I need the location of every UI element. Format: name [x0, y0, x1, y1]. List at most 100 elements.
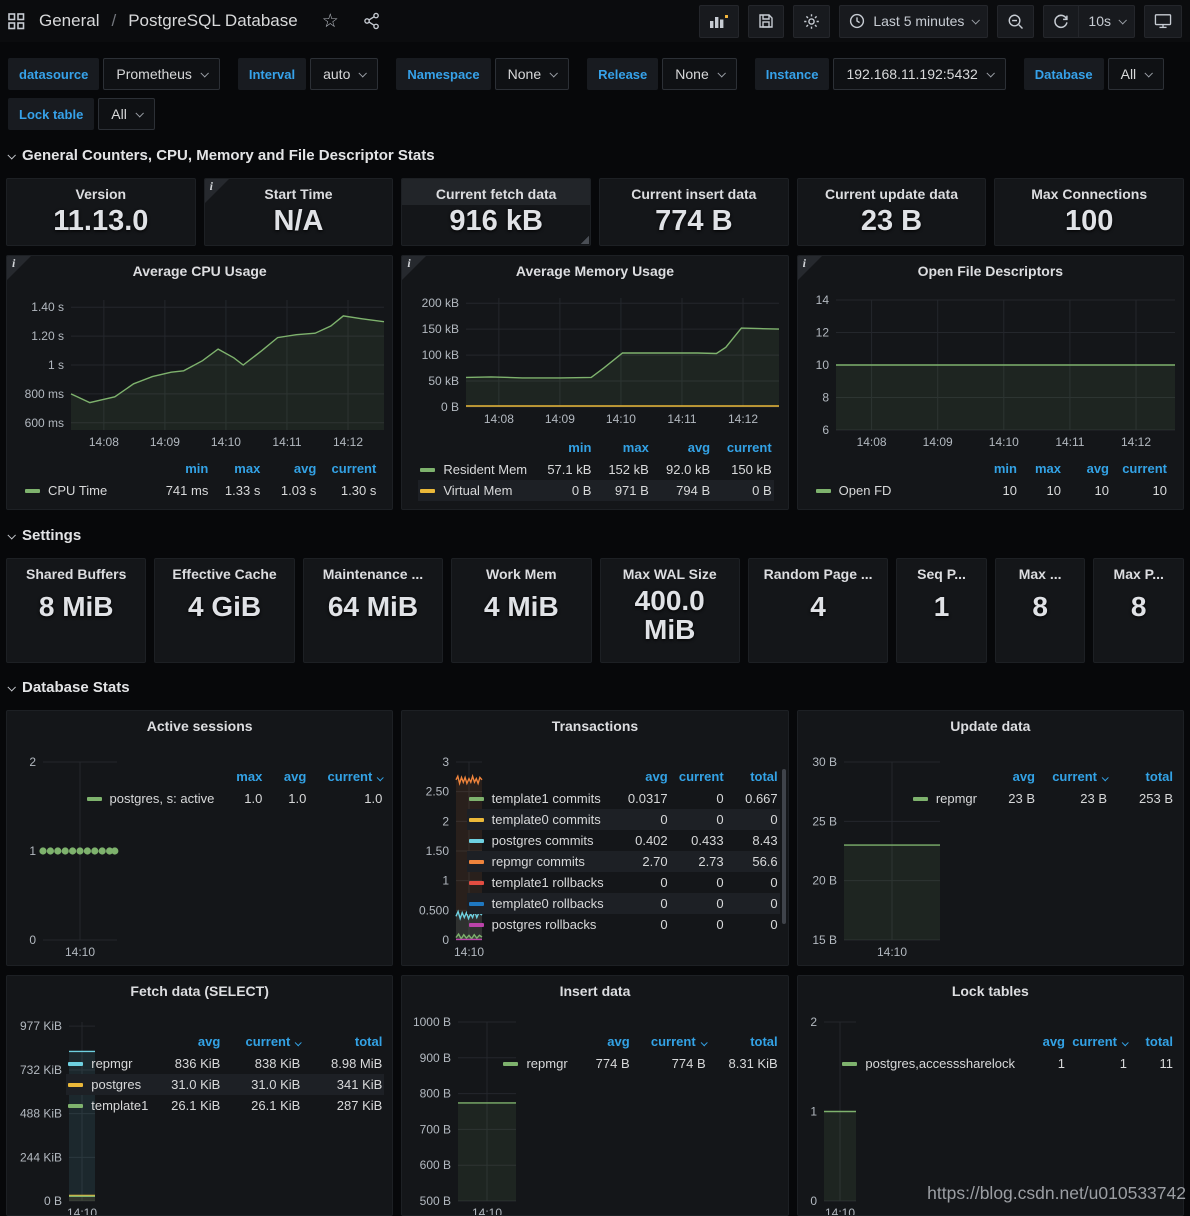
legend-sort-total[interactable]: total [1145, 1034, 1173, 1049]
series-color-swatch[interactable] [912, 797, 928, 801]
series-color-swatch[interactable] [468, 923, 484, 927]
lock-tables-chart[interactable]: 0 1 2 14:10 [806, 1006, 862, 1216]
open-fd-chart[interactable]: 6 8 10 12 14 14:08 14:09 14:10 14:11 14:12 [806, 286, 1181, 456]
legend-row[interactable]: template0 rollbacks 0 0 0 [466, 893, 780, 914]
series-color-swatch[interactable] [420, 489, 436, 493]
section-settings[interactable]: Settings [7, 527, 81, 544]
series-color-swatch[interactable] [468, 860, 484, 864]
series-name[interactable]: repmgr [526, 1056, 568, 1071]
series-color-swatch[interactable] [25, 489, 40, 493]
breadcrumb-folder[interactable]: General [39, 11, 100, 30]
time-range-picker[interactable]: Last 5 minutes [839, 4, 989, 38]
legend-sort-avg[interactable]: avg [687, 440, 711, 455]
legend-sort-current[interactable]: current [1037, 767, 1109, 788]
legend-row[interactable]: postgres rollbacks 0 0 0 [467, 914, 780, 935]
section-database-stats[interactable]: Database Stats [7, 679, 130, 696]
panel-title[interactable]: Current update data [824, 186, 958, 202]
panel-title[interactable]: Current insert data [631, 186, 757, 202]
legend-sort-avg[interactable]: avg [645, 769, 668, 784]
add-panel-button[interactable] [699, 4, 740, 38]
legend-row[interactable]: repmgr 836 KiB 838 KiB 8.98 MiB [66, 1053, 384, 1074]
series-name[interactable]: template0 commits [491, 812, 601, 827]
legend-sort-max[interactable]: max [1034, 461, 1061, 476]
panel-title[interactable]: Seq P... [917, 566, 966, 582]
legend-sort-current[interactable]: current [632, 1032, 708, 1053]
series-name[interactable]: repmgr [935, 791, 977, 806]
panel-title[interactable]: Average Memory Usage [515, 263, 675, 279]
variable-value-database[interactable]: All [1107, 58, 1165, 90]
series-color-swatch[interactable] [503, 1062, 519, 1066]
legend-sort-min[interactable]: min [568, 440, 592, 455]
legend-sort-min[interactable]: min [185, 461, 209, 476]
legend-sort-current[interactable]: current [331, 461, 377, 476]
breadcrumb-dashboard-title[interactable]: PostgreSQL Database [128, 11, 298, 30]
series-name[interactable]: postgres rollbacks [491, 917, 597, 932]
resize-handle[interactable] [580, 235, 589, 244]
share-icon[interactable] [363, 12, 381, 30]
panel-title[interactable]: Maintenance ... [322, 566, 424, 582]
series-name[interactable]: postgres, s: active [109, 791, 215, 806]
legend-sort-current[interactable]: current [1067, 1032, 1129, 1053]
variable-value-namespace[interactable]: None [494, 58, 570, 90]
active-sessions-chart[interactable]: 0 1 2 14:10 [15, 741, 127, 966]
panel-title[interactable]: Max WAL Size [622, 566, 717, 582]
legend-row[interactable]: postgres, s: active 1.0 1.0 1.0 [85, 788, 385, 809]
series-color-swatch[interactable] [68, 1083, 84, 1087]
legend-scrollbar[interactable] [781, 769, 786, 924]
info-icon[interactable] [797, 256, 822, 280]
legend-sort-current[interactable]: current [678, 769, 724, 784]
legend-sort-avg[interactable]: avg [1012, 769, 1035, 784]
series-name[interactable]: repmgr [91, 1056, 133, 1071]
variable-value-interval[interactable]: auto [310, 58, 379, 90]
legend-row[interactable]: postgres commits 0.402 0.433 8.43 [467, 830, 780, 851]
panel-title[interactable]: Active sessions [146, 718, 253, 734]
variable-value-lock-table[interactable]: All [98, 98, 155, 130]
series-name[interactable]: Virtual Mem [443, 483, 513, 498]
legend-sort-max[interactable]: max [234, 461, 261, 476]
memory-usage-chart[interactable]: 0 B 50 kB 100 kB 150 kB 200 kB 14:08 14:09 14:1… [410, 286, 785, 433]
info-icon[interactable] [402, 256, 427, 280]
series-name[interactable]: Open FD [838, 483, 892, 498]
update-data-chart[interactable]: 15 B 20 B 25 B 30 B 14:10 [806, 741, 946, 966]
info-icon[interactable] [7, 256, 31, 280]
panel-title[interactable]: Fetch data (SELECT) [130, 983, 269, 999]
legend-sort-current[interactable]: current [726, 440, 772, 455]
legend-sort-total[interactable]: total [1145, 769, 1173, 784]
series-name[interactable]: template1 commits [491, 791, 601, 806]
legend-sort-total[interactable]: total [750, 769, 778, 784]
dashboards-grid-icon[interactable] [8, 12, 25, 30]
legend-sort-total[interactable]: total [750, 1034, 778, 1049]
refresh-button[interactable] [1043, 4, 1079, 38]
legend-row[interactable]: template1 commits 0.0317 0 0.667 [467, 788, 780, 809]
save-dashboard-button[interactable] [748, 4, 785, 38]
legend-row[interactable]: repmgr 774 B 774 B 8.31 KiB [501, 1053, 779, 1074]
panel-title[interactable]: Current fetch data [402, 179, 590, 205]
refresh-interval-dropdown[interactable]: 10s [1078, 4, 1135, 38]
legend-sort-avg[interactable]: avg [607, 1034, 630, 1049]
panel-title[interactable]: Max P... [1113, 566, 1164, 582]
info-icon[interactable] [204, 179, 229, 203]
legend-sort-current[interactable]: current [1122, 461, 1167, 476]
series-name[interactable]: repmgr commits [491, 854, 585, 869]
legend-row[interactable]: repmgr commits 2.70 2.73 56.6 [466, 851, 780, 872]
series-name[interactable]: postgres commits [491, 833, 594, 848]
panel-title[interactable]: Lock tables [951, 983, 1029, 999]
series-name[interactable]: template1 [91, 1098, 149, 1113]
legend-sort-avg[interactable]: avg [1042, 1034, 1065, 1049]
variable-value-release[interactable]: None [662, 58, 737, 90]
series-name[interactable]: postgres [91, 1077, 142, 1092]
series-color-swatch[interactable] [68, 1104, 84, 1108]
panel-title[interactable]: Effective Cache [172, 566, 277, 582]
legend-row[interactable]: Open FD 10 10 10 10 [814, 480, 1169, 501]
panel-title[interactable]: Random Page ... [763, 566, 873, 582]
section-general-counters[interactable]: General Counters, CPU, Memory and File D… [7, 147, 435, 164]
star-icon[interactable]: ☆ [321, 10, 339, 32]
legend-sort-current[interactable]: current [222, 1032, 303, 1053]
legend-row[interactable]: Resident Mem 57.1 kB 152 kB 92.0 kB 150 kB [418, 459, 773, 480]
variable-value-datasource[interactable]: Prometheus [103, 58, 220, 90]
zoom-out-button[interactable] [997, 4, 1035, 38]
cpu-usage-chart[interactable]: 600 ms 800 ms 1 s 1.20 s 1.40 s 14:08 14:09 14:… [15, 286, 390, 456]
panel-title[interactable]: Insert data [559, 983, 631, 999]
series-color-swatch[interactable] [468, 818, 484, 822]
